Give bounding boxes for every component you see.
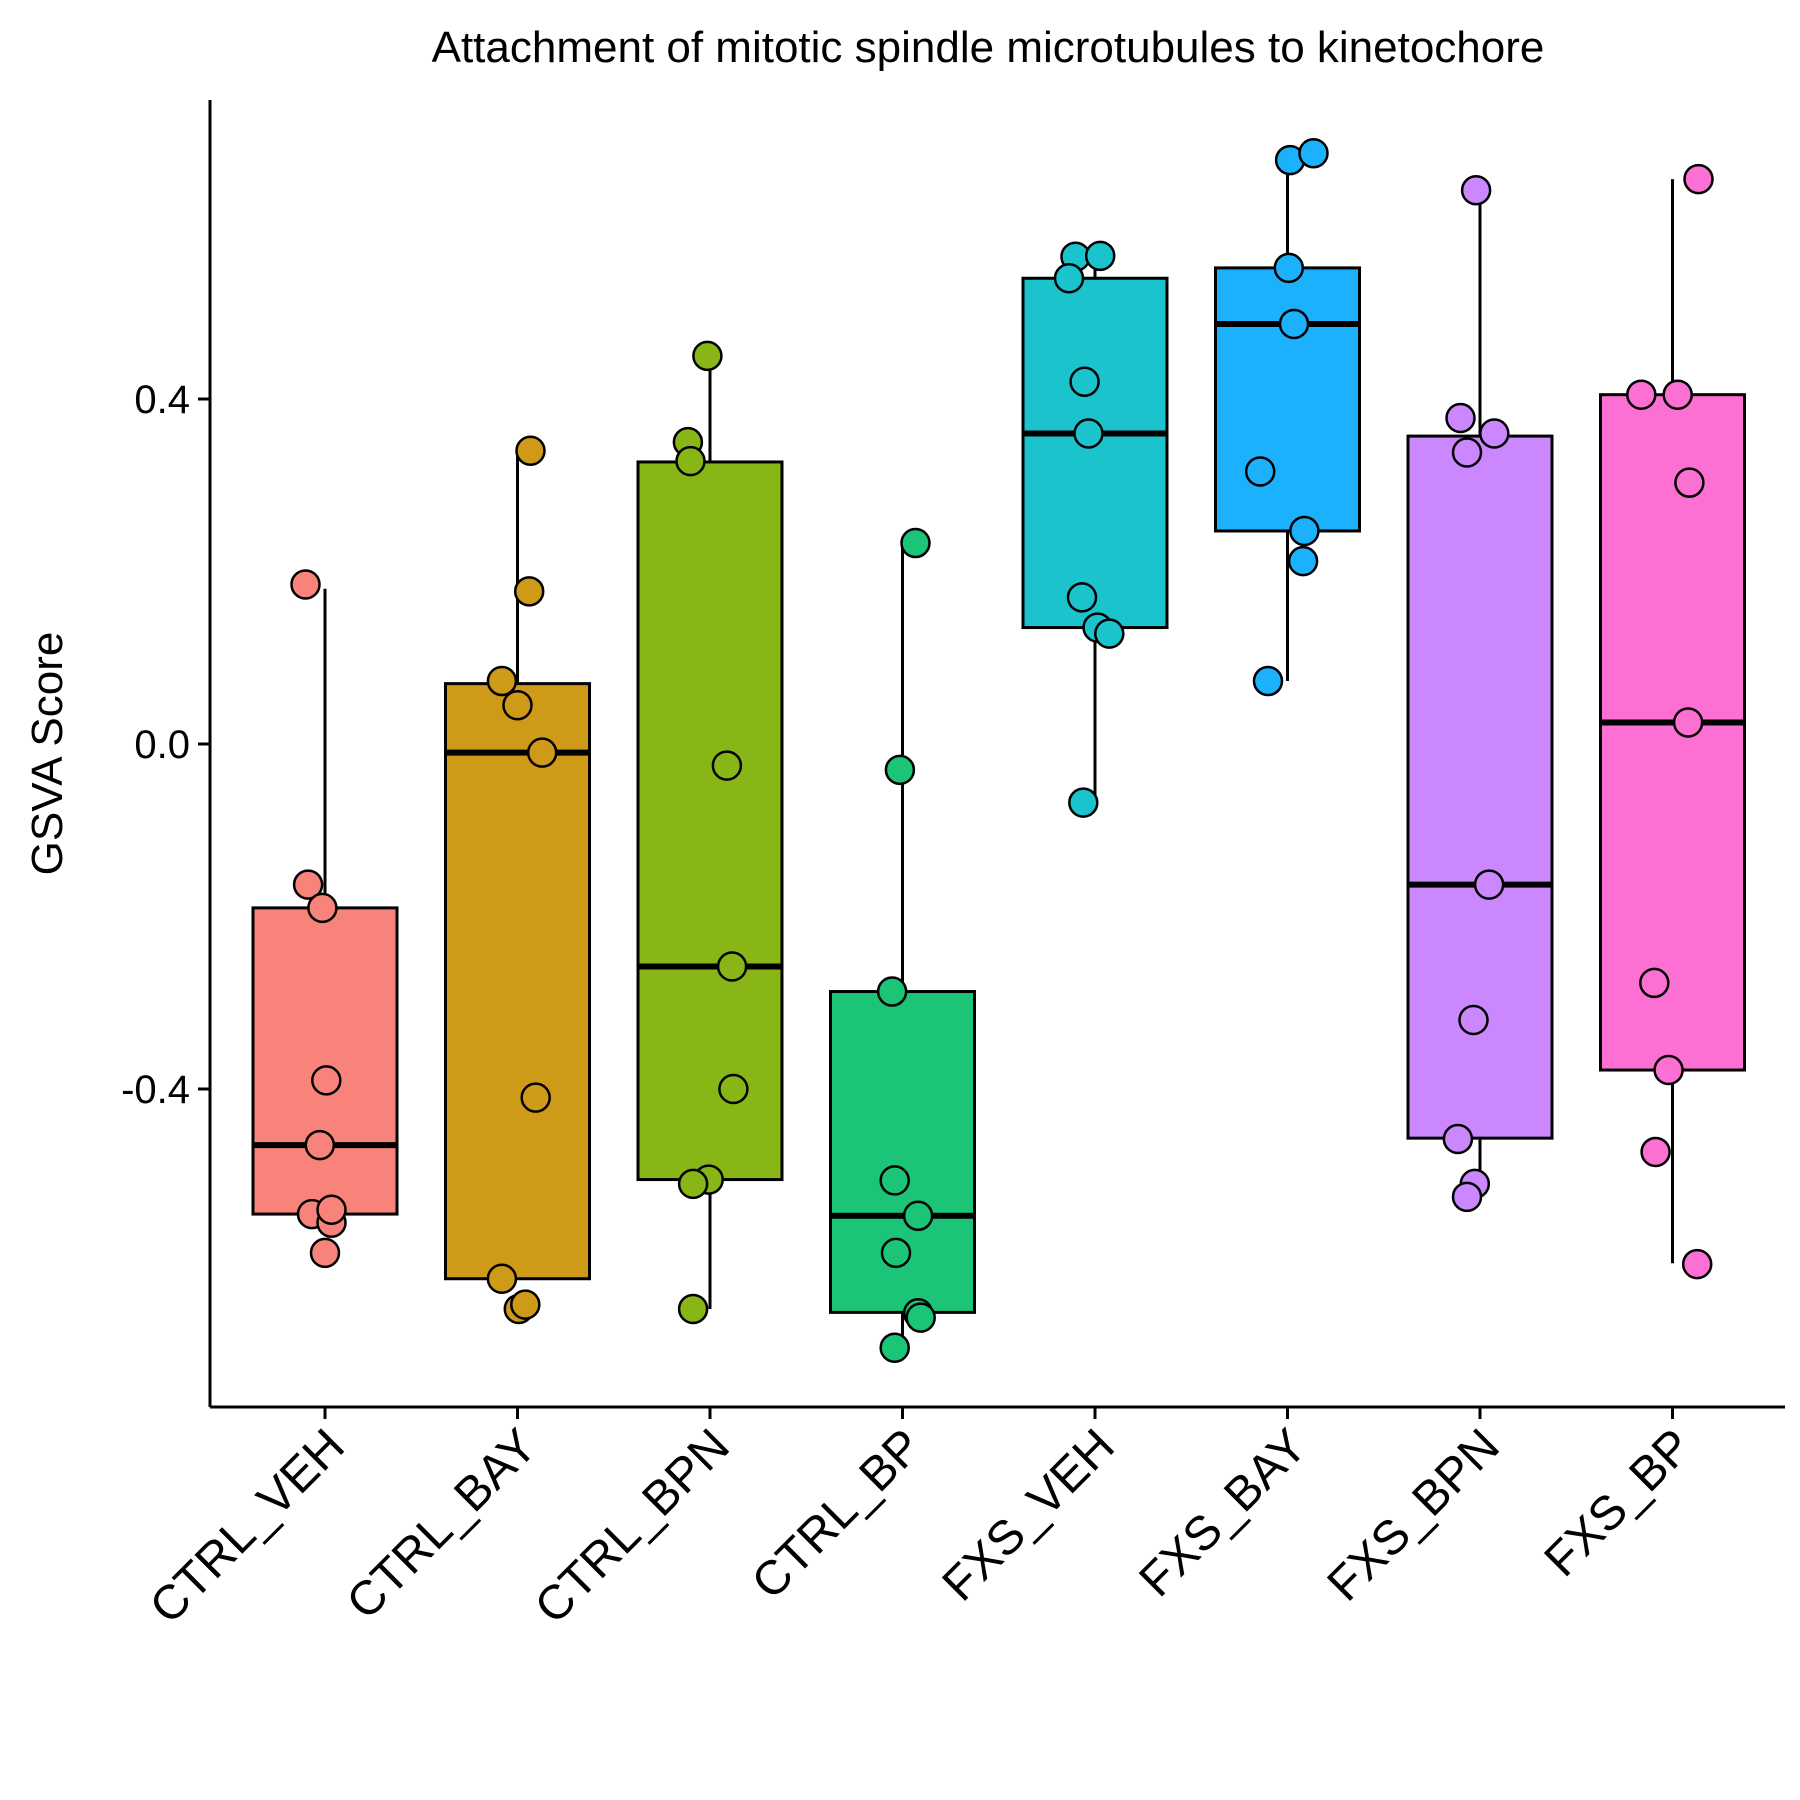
data-point: [1066, 582, 1098, 613]
data-point: [1287, 545, 1319, 577]
data-point: [520, 1082, 551, 1113]
box: [1599, 393, 1746, 1072]
box: [636, 460, 784, 1182]
boxes-layer: [251, 148, 1746, 1340]
data-point: [510, 1289, 541, 1320]
data-point: [677, 1168, 709, 1200]
data-point: [1289, 515, 1320, 547]
y-tick-labels: -0.4 0.0 0.4: [121, 378, 190, 1112]
data-point: [486, 665, 518, 697]
y-tick-label: -0.4: [121, 1068, 190, 1112]
data-point: [1252, 665, 1284, 697]
data-point: [1672, 707, 1704, 738]
data-point: [1473, 869, 1505, 900]
data-point: [1639, 967, 1670, 999]
data-point: [1626, 379, 1657, 410]
x-tick-label: FXS_BAY: [1130, 1419, 1318, 1607]
data-point: [513, 576, 545, 607]
data-point: [692, 340, 723, 372]
box: [251, 906, 399, 1216]
box: [1214, 266, 1361, 533]
box-group-fxs-bpn: [1406, 179, 1554, 1193]
box-group-ctrl-bp: [829, 543, 976, 1340]
data-point: [1445, 402, 1476, 434]
box-group-ctrl-bay: [444, 450, 591, 1281]
data-point: [515, 435, 546, 466]
points-layer: [290, 137, 1714, 1363]
y-tick-label: 0.0: [134, 723, 190, 767]
data-point: [716, 951, 748, 982]
box-group-fxs-veh: [1021, 256, 1169, 801]
data-point: [900, 527, 931, 559]
data-point: [316, 1194, 347, 1225]
data-point: [1681, 1248, 1713, 1280]
data-point: [311, 1065, 342, 1096]
data-point: [1298, 137, 1329, 169]
box-group-ctrl-bpn: [636, 355, 784, 1309]
box-group-fxs-bay: [1214, 148, 1361, 682]
data-point: [304, 1129, 336, 1161]
x-tick-label: CTRL_BP: [742, 1419, 932, 1609]
data-point: [1640, 1136, 1671, 1168]
box: [1021, 276, 1169, 630]
data-point: [879, 1165, 910, 1196]
data-point: [486, 1263, 518, 1294]
data-point: [905, 1302, 936, 1333]
data-point: [1683, 163, 1714, 195]
data-point: [884, 754, 916, 786]
data-point: [1460, 175, 1492, 206]
x-tick-label: CTRL_BAY: [337, 1419, 547, 1629]
data-point: [290, 569, 321, 600]
data-point: [718, 1073, 749, 1105]
data-point: [675, 445, 706, 477]
box-group-ctrl-veh: [251, 588, 399, 1216]
data-point: [1073, 418, 1104, 449]
data-point: [879, 1332, 910, 1363]
data-point: [1479, 418, 1510, 449]
box: [444, 682, 591, 1281]
y-tick-label: 0.4: [134, 378, 190, 422]
data-point: [526, 737, 558, 768]
data-point: [1442, 1123, 1474, 1155]
x-tick-label: FXS_VEH: [933, 1419, 1125, 1611]
x-tick-label: CTRL_VEH: [140, 1419, 355, 1634]
data-point: [711, 750, 743, 781]
x-tick-label: CTRL_BPN: [525, 1419, 740, 1634]
y-axis-label: GSVA Score: [23, 632, 72, 876]
data-point: [1653, 1054, 1684, 1086]
data-point: [307, 892, 338, 924]
data-point: [1084, 240, 1116, 272]
axes: [198, 100, 1785, 1419]
box-group-fxs-bp: [1599, 179, 1746, 1264]
data-point: [876, 976, 908, 1007]
data-point: [1094, 618, 1125, 649]
data-point: [1458, 1004, 1489, 1036]
x-tick-label: FXS_BPN: [1318, 1419, 1510, 1611]
data-point: [880, 1237, 912, 1269]
data-point: [1451, 1181, 1483, 1213]
data-point: [1451, 437, 1483, 468]
data-point: [1278, 308, 1310, 340]
data-point: [1273, 252, 1305, 284]
data-point: [902, 1200, 934, 1232]
data-point: [1068, 787, 1099, 818]
data-point: [677, 1293, 709, 1325]
x-tick-label: FXS_BP: [1535, 1419, 1703, 1587]
data-point: [309, 1237, 341, 1269]
data-point: [1244, 456, 1276, 487]
data-point: [1674, 467, 1705, 498]
data-point: [502, 689, 533, 721]
data-point: [1053, 263, 1085, 294]
data-point: [1069, 366, 1100, 397]
chart-title: Attachment of mitotic spindle microtubul…: [432, 23, 1545, 72]
data-point: [292, 869, 324, 900]
data-point: [1662, 379, 1693, 410]
